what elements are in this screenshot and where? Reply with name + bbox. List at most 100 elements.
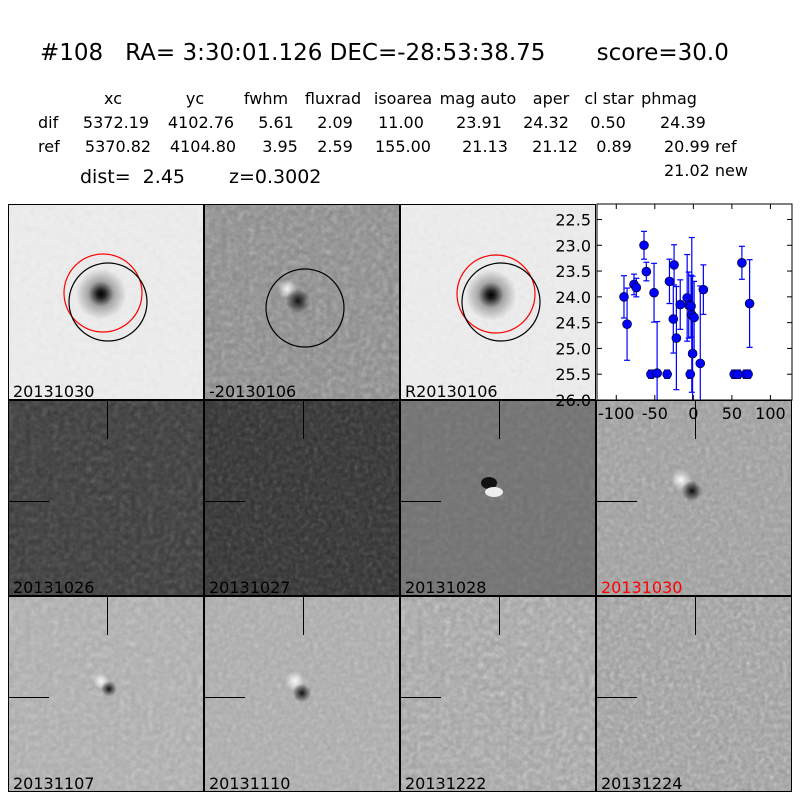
col-header: mag auto bbox=[439, 89, 517, 108]
data-point bbox=[737, 257, 747, 268]
data-point bbox=[695, 358, 706, 369]
data-point bbox=[668, 314, 679, 324]
data-point bbox=[686, 301, 696, 311]
crosshair-vertical bbox=[499, 597, 500, 635]
crosshair-horizontal bbox=[401, 697, 441, 698]
panel-label: 20131030 bbox=[13, 382, 95, 400]
crosshair-vertical bbox=[107, 401, 108, 439]
panel-label: R20130106 bbox=[405, 382, 498, 400]
y-tick-label: 23.0 bbox=[555, 236, 591, 255]
data-point bbox=[619, 292, 629, 302]
noise-texture bbox=[401, 401, 595, 595]
data-point bbox=[639, 240, 649, 251]
col-header: cl star bbox=[584, 89, 634, 108]
crosshair-vertical bbox=[107, 597, 108, 635]
cell: 5372.19 bbox=[82, 113, 150, 132]
data-point bbox=[689, 312, 699, 323]
col-header: fluxrad bbox=[304, 89, 362, 108]
source-blob bbox=[461, 265, 521, 325]
x-tick-label: 0 bbox=[688, 404, 698, 423]
data-point bbox=[631, 282, 642, 293]
col-header: fwhm bbox=[243, 89, 289, 108]
cell: 21.13 bbox=[462, 137, 508, 156]
x-tick-label: -100 bbox=[598, 404, 634, 423]
crosshair-vertical bbox=[695, 401, 696, 439]
cell: 23.91 bbox=[456, 113, 502, 132]
y-tick-label: 25.5 bbox=[555, 365, 591, 384]
stamp-epoch: 20131222 bbox=[400, 596, 596, 792]
data-point bbox=[698, 284, 709, 295]
crosshair-horizontal bbox=[9, 697, 49, 698]
y-tick-label: 24.0 bbox=[555, 288, 591, 307]
noise-texture bbox=[597, 597, 791, 791]
crosshair-vertical bbox=[303, 597, 304, 635]
positive-residual bbox=[485, 487, 503, 497]
stamp-epoch: 20131224 bbox=[596, 596, 792, 792]
dist-value: dist= 2.45 bbox=[80, 166, 185, 188]
crosshair-horizontal bbox=[205, 501, 245, 502]
panel-label: 20131028 bbox=[405, 578, 487, 596]
negative-residual bbox=[681, 481, 703, 501]
stamp-epoch: 20131030 bbox=[596, 400, 792, 596]
stamp-epoch: 20131027 bbox=[204, 400, 400, 596]
crosshair-vertical bbox=[303, 401, 304, 439]
cell: 3.95 bbox=[262, 137, 298, 156]
stamp-epoch: 20131026 bbox=[8, 400, 204, 596]
cell: 2.59 bbox=[317, 137, 353, 156]
crosshair-horizontal bbox=[205, 697, 245, 698]
negative-residual bbox=[293, 683, 311, 703]
cell: 2.09 bbox=[317, 113, 353, 132]
black-circle bbox=[68, 262, 148, 342]
cell: 5.61 bbox=[258, 113, 294, 132]
data-point bbox=[675, 299, 686, 310]
data-point bbox=[622, 319, 632, 329]
data-point bbox=[743, 369, 753, 380]
panel-label: 20131027 bbox=[209, 578, 291, 596]
panel-label: 20131110 bbox=[209, 774, 291, 792]
row-label: ref bbox=[38, 137, 60, 156]
panel-label: 20131107 bbox=[13, 774, 95, 792]
panel-label: 20131224 bbox=[601, 774, 683, 792]
crosshair-horizontal bbox=[9, 501, 49, 502]
cell: 0.50 bbox=[590, 113, 626, 132]
cell: 155.00 bbox=[375, 137, 431, 156]
crosshair-horizontal bbox=[597, 501, 637, 502]
stamp-epoch: 20131028 bbox=[400, 400, 596, 596]
red-circle bbox=[63, 253, 143, 333]
aperture-circles bbox=[63, 253, 148, 342]
x-tick-label: -50 bbox=[642, 404, 668, 423]
cell: 24.32 bbox=[523, 113, 569, 132]
data-point bbox=[641, 266, 652, 277]
cell: 5370.82 bbox=[84, 137, 152, 156]
plot-frame bbox=[596, 203, 793, 401]
cell: 11.00 bbox=[378, 113, 424, 132]
cell: 0.89 bbox=[596, 137, 632, 156]
black-circle bbox=[265, 268, 345, 348]
data-point bbox=[744, 298, 755, 309]
cell: 24.39 bbox=[660, 113, 706, 132]
panel-label-highlight: 20131030 bbox=[601, 578, 683, 596]
noise-texture bbox=[205, 401, 399, 595]
stamp-ref: R20130106 bbox=[400, 204, 596, 400]
y-tick-label: 23.5 bbox=[555, 262, 591, 281]
cell: 21.12 bbox=[532, 137, 578, 156]
col-header: isoarea bbox=[373, 89, 433, 108]
col-header: phmag bbox=[641, 89, 697, 108]
stamp-new: 20131030 bbox=[8, 204, 204, 400]
noise-texture bbox=[401, 597, 595, 791]
panel-label: 20131222 bbox=[405, 774, 487, 792]
cell: 4102.76 bbox=[167, 113, 235, 132]
phmag-new: 21.02 new bbox=[664, 161, 748, 180]
black-circle bbox=[461, 262, 541, 342]
redshift-value: z=0.3002 bbox=[229, 166, 322, 188]
data-point bbox=[687, 348, 698, 359]
x-tick-label: 50 bbox=[722, 404, 742, 423]
stamp-epoch: 20131107 bbox=[8, 596, 204, 792]
candidate-title: #108 RA= 3:30:01.126 DEC=-28:53:38.75 sc… bbox=[40, 40, 729, 66]
data-point bbox=[669, 260, 679, 270]
cell: 4104.80 bbox=[169, 137, 237, 156]
x-tick-label: 100 bbox=[755, 404, 786, 423]
crosshair-vertical bbox=[499, 401, 500, 439]
data-point bbox=[685, 369, 696, 380]
cell: 20.99 ref bbox=[664, 137, 737, 156]
